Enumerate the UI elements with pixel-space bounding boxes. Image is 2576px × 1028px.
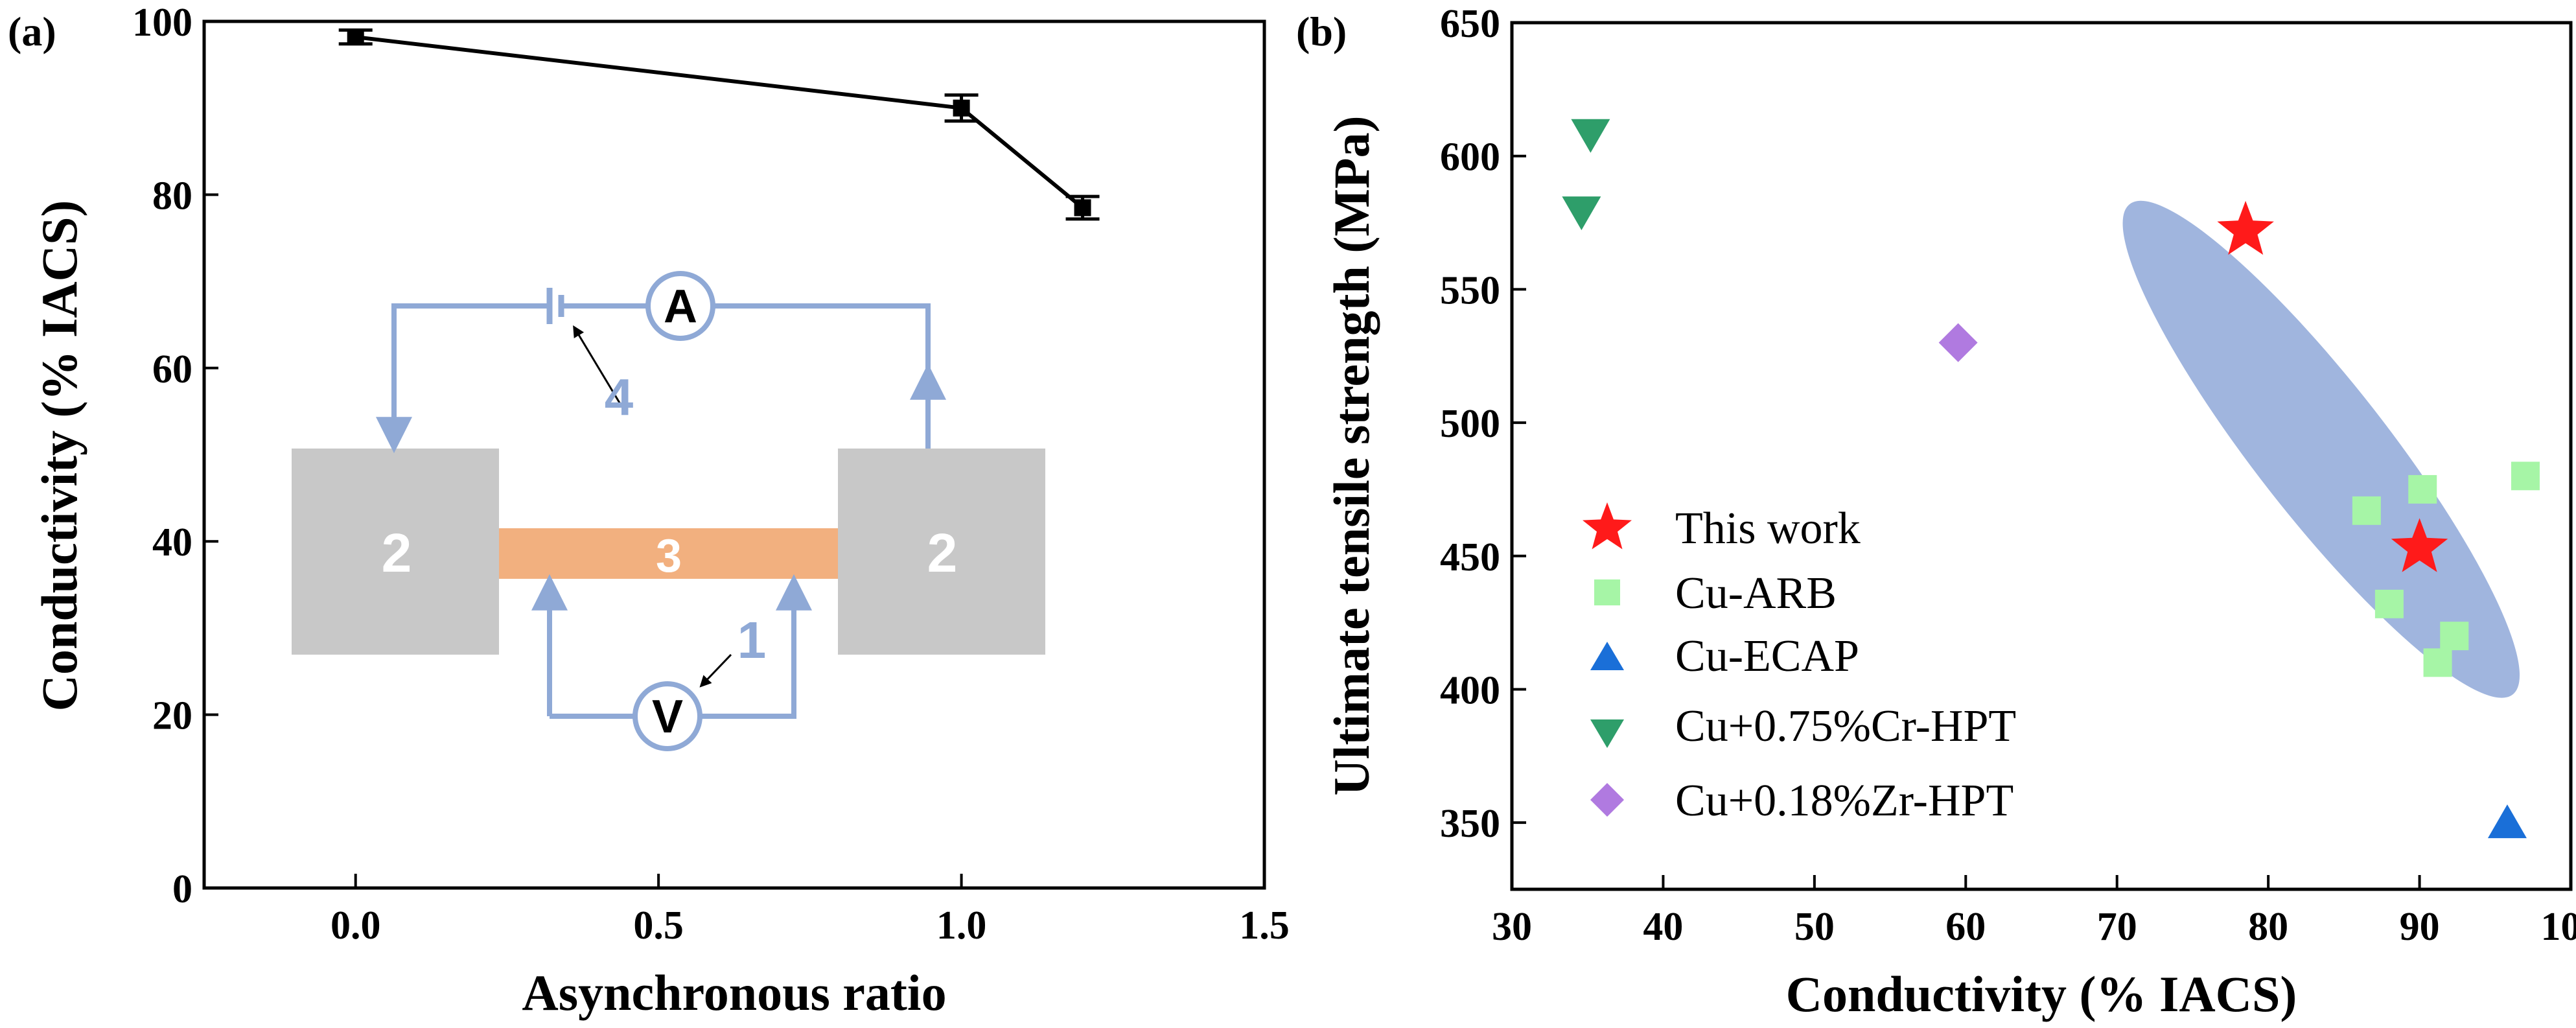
y-tick-label: 20 — [152, 694, 192, 738]
y-tick-label: 60 — [152, 347, 192, 391]
x-tick-label: 70 — [2097, 905, 2137, 949]
y-tick-label: 550 — [1440, 268, 1500, 312]
legend-square-icon — [1594, 579, 1620, 605]
legend-item-this-work: This work — [1583, 502, 1861, 554]
y-tick-label: 650 — [1440, 2, 1500, 46]
sample-strip — [499, 528, 838, 579]
marker-square — [2440, 622, 2469, 651]
callout-arrow-voltmeter — [699, 653, 732, 688]
legend-label-cu-zr-hpt: Cu+0.18%Zr-HPT — [1675, 776, 2013, 826]
axis-a-ticks: 0.0 0.5 1.0 1.5 0 20 40 60 80 100 — [132, 1, 1290, 948]
axis-b-ticks: 30 40 50 60 70 80 90 100 350 400 450 500 550 600 650 — [1440, 2, 2576, 949]
axis-a-xlabel: Asynchronous ratio — [522, 964, 946, 1021]
panel-b: (b) 30 40 50 60 70 80 90 100 350 400 450 500 550 600 6… — [1296, 2, 2576, 1022]
y-tick-label: 500 — [1440, 402, 1500, 446]
electrode-right — [838, 449, 1045, 655]
axis-b-xlabel: Conductivity (% IACS) — [1786, 966, 2297, 1022]
y-tick-label: 0 — [172, 867, 192, 911]
panel-a: (a) 2 2 3 A 4 V 1 — [8, 1, 1290, 1021]
marker-triangle-down — [1571, 119, 1610, 153]
marker-triangle-up — [2487, 804, 2527, 839]
highlight-ellipse — [2122, 200, 2520, 698]
electrode-right-label: 2 — [927, 522, 958, 583]
x-tick-label: 80 — [2248, 905, 2288, 949]
voltmeter-icon — [632, 681, 702, 751]
legend-item-cu-ecap: Cu-ECAP — [1590, 631, 1859, 681]
data-point-a — [1065, 194, 1100, 221]
axis-b-ylabel: Ultimate tensile strength (MPa) — [1323, 115, 1380, 795]
x-tick-label: 1.0 — [936, 904, 987, 948]
marker-star — [2217, 200, 2274, 255]
circuit-inset: 2 2 3 A 4 V 1 — [292, 271, 1045, 751]
marker-diamond — [1938, 323, 1978, 362]
legend-label-this-work: This work — [1675, 504, 1861, 554]
marker-square — [2352, 496, 2381, 525]
marker-triangle-down — [1562, 196, 1601, 231]
legend-triangle-down-icon — [1590, 719, 1624, 748]
marker-square — [953, 99, 970, 117]
voltmeter-label: V — [652, 691, 683, 743]
y-tick-label: 600 — [1440, 135, 1500, 180]
callout-arrow-source — [573, 325, 623, 408]
legend-item-cu-cr-hpt: Cu+0.75%Cr-HPT — [1590, 701, 2016, 751]
series-a — [338, 28, 1100, 221]
legend-label-cu-ecap: Cu-ECAP — [1675, 631, 1859, 681]
x-tick-label: 100 — [2541, 905, 2576, 949]
x-tick-label: 50 — [1794, 905, 1835, 949]
x-tick-label: 60 — [1945, 905, 1986, 949]
marker-square — [347, 29, 364, 46]
electrode-left — [292, 449, 499, 655]
x-tick-label: 30 — [1492, 905, 1532, 949]
y-tick-label: 350 — [1440, 802, 1500, 846]
wire-top-left — [376, 303, 548, 454]
marker-square — [2511, 461, 2540, 491]
plot-b-frame — [1510, 21, 2573, 891]
legend-triangle-up-icon — [1590, 642, 1624, 670]
y-tick-label: 40 — [152, 520, 192, 565]
wire-top-right — [713, 303, 931, 369]
axis-a-ylabel: Conductivity (% IACS) — [31, 200, 87, 712]
x-tick-label: 0.0 — [331, 904, 381, 948]
ammeter-label: A — [664, 281, 697, 333]
marker-square — [2423, 648, 2452, 677]
y-tick-label: 80 — [152, 174, 192, 218]
x-tick-label: 90 — [2400, 905, 2440, 949]
legend-label-cu-cr-hpt: Cu+0.75%Cr-HPT — [1675, 701, 2016, 751]
legend-star-icon — [1583, 502, 1632, 550]
callout-voltmeter-label: 1 — [737, 611, 767, 669]
legend-item-cu-zr-hpt: Cu+0.18%Zr-HPT — [1590, 776, 2013, 826]
legend-b: This work Cu-ARB Cu-ECAP Cu+0.75%Cr-HPT … — [1583, 502, 2016, 826]
legend-label-cu-arb: Cu-ARB — [1675, 568, 1837, 618]
plot-a-frame — [202, 19, 1266, 890]
marker-square — [1074, 199, 1091, 216]
legend-diamond-icon — [1590, 783, 1624, 817]
marker-square — [2374, 589, 2404, 618]
data-point-a — [338, 28, 373, 46]
panel-a-label: (a) — [8, 8, 56, 54]
y-tick-label: 400 — [1440, 668, 1500, 712]
x-tick-label: 1.5 — [1239, 904, 1290, 948]
callout-source-label: 4 — [605, 368, 634, 426]
marker-square — [2408, 474, 2437, 504]
series-b — [1562, 119, 2540, 839]
marker-star — [2391, 518, 2448, 572]
x-tick-label: 0.5 — [633, 904, 684, 948]
panel-b-label: (b) — [1296, 8, 1347, 54]
legend-item-cu-arb: Cu-ARB — [1594, 568, 1837, 618]
ammeter-icon — [645, 271, 715, 341]
x-tick-label: 40 — [1643, 905, 1683, 949]
y-tick-label: 450 — [1440, 535, 1500, 579]
data-point-a — [944, 93, 979, 123]
sample-label: 3 — [656, 530, 682, 582]
electrode-left-label: 2 — [382, 522, 412, 583]
y-tick-label: 100 — [132, 1, 192, 45]
wire-probe-right — [700, 574, 812, 719]
